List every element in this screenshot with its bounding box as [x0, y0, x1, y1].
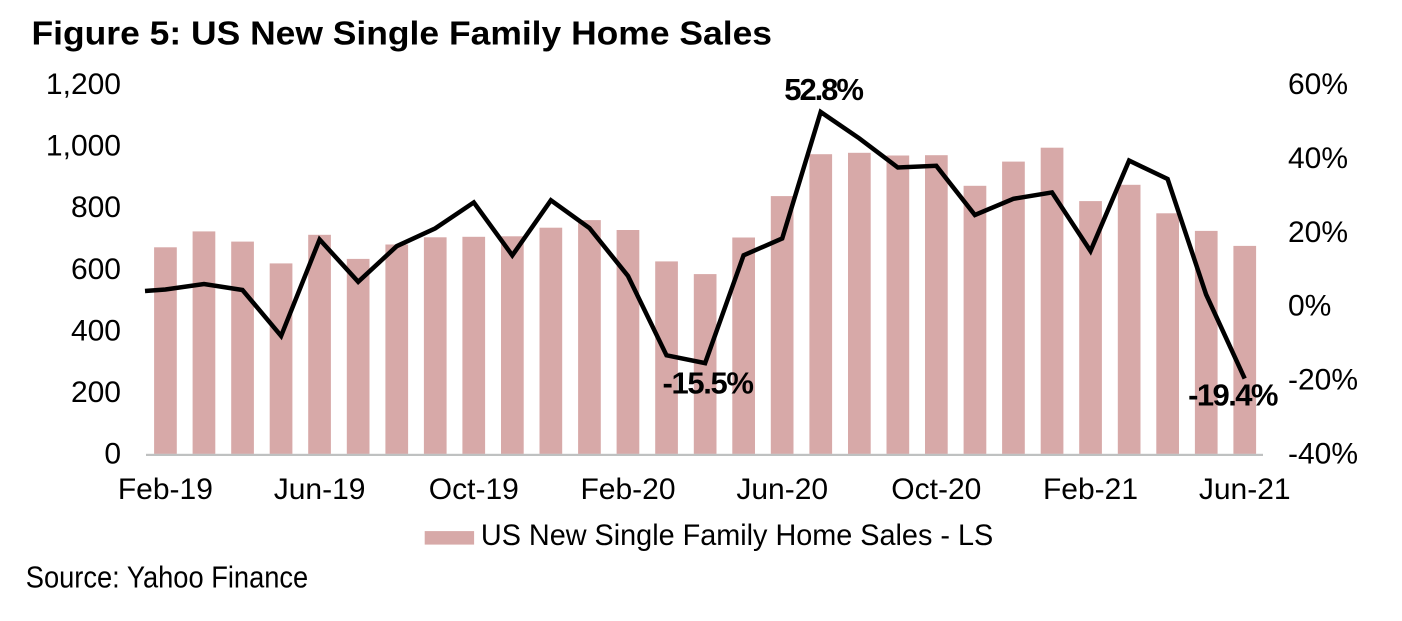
svg-text:Figure 5: US New Single Family: Figure 5: US New Single Family Home Sale…: [32, 14, 773, 51]
svg-text:Jun-20: Jun-20: [736, 473, 828, 506]
svg-text:Feb-20: Feb-20: [580, 473, 675, 506]
svg-text:Feb-19: Feb-19: [118, 473, 213, 506]
svg-text:-40%: -40%: [1288, 438, 1358, 471]
svg-text:Feb-21: Feb-21: [1043, 473, 1138, 506]
svg-text:52.8%: 52.8%: [784, 72, 864, 107]
svg-text:40%: 40%: [1288, 142, 1348, 175]
svg-text:Oct-19: Oct-19: [429, 473, 519, 506]
svg-text:400: 400: [71, 314, 121, 347]
svg-text:800: 800: [71, 191, 121, 224]
svg-text:-15.5%: -15.5%: [663, 366, 754, 401]
svg-text:1,000: 1,000: [46, 130, 121, 163]
svg-text:Jun-21: Jun-21: [1199, 473, 1291, 506]
svg-text:20%: 20%: [1288, 216, 1348, 249]
svg-text:Jun-19: Jun-19: [274, 473, 366, 506]
svg-text:0: 0: [104, 438, 121, 471]
svg-text:US New Single Family Home Sale: US New Single Family Home Sales - LS: [481, 519, 993, 552]
svg-text:Source: Yahoo Finance: Source: Yahoo Finance: [26, 560, 308, 595]
svg-text:1,200: 1,200: [46, 68, 121, 101]
svg-text:600: 600: [71, 253, 121, 286]
svg-text:200: 200: [71, 376, 121, 409]
svg-text:Oct-20: Oct-20: [891, 473, 981, 506]
svg-text:-19.4%: -19.4%: [1188, 377, 1278, 412]
svg-text:-20%: -20%: [1288, 364, 1358, 397]
svg-text:60%: 60%: [1288, 68, 1348, 101]
svg-text:0%: 0%: [1288, 290, 1331, 323]
